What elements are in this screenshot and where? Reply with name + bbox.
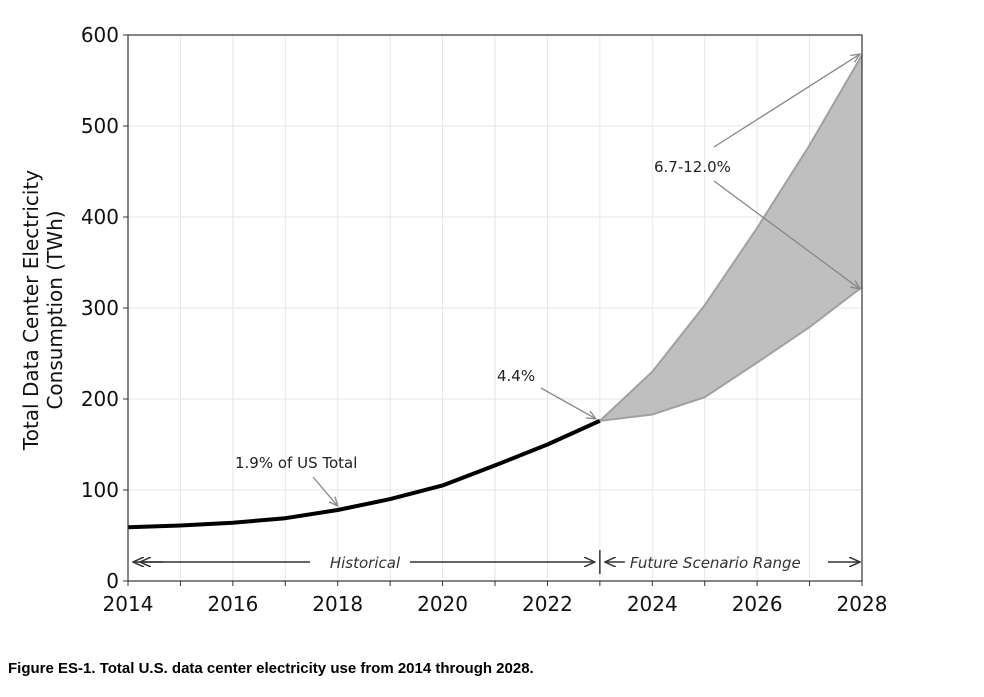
y-axis-label-line: Total Data Center Electricity: [19, 170, 43, 451]
annotation-label: 6.7-12.0%: [654, 158, 731, 176]
annotation-arrow: [312, 476, 338, 506]
annotation-label: 1.9% of US Total: [235, 454, 357, 472]
x-tick-label: 2014: [103, 592, 154, 616]
x-tick-label: 2026: [732, 592, 783, 616]
x-tick-label: 2016: [207, 592, 258, 616]
x-tick-label: 2024: [627, 592, 678, 616]
y-tick-label: 100: [81, 478, 119, 502]
x-tick-label: 2020: [417, 592, 468, 616]
y-tick-label: 0: [106, 569, 119, 593]
data-marks: [127, 54, 863, 530]
historical-line: [127, 419, 601, 530]
y-tick-label: 600: [81, 23, 119, 47]
scenario-upper-line: [599, 54, 863, 422]
scenario-lower-line: [599, 286, 863, 422]
figure-caption: Figure ES-1. Total U.S. data center elec…: [8, 660, 534, 677]
historical-label: Historical: [330, 554, 401, 572]
annotation-arrow: [540, 387, 596, 419]
future-label: Future Scenario Range: [630, 554, 801, 572]
y-axis-label: Total Data Center ElectricityConsumption…: [19, 170, 67, 451]
annotations: Historical Future Scenario Range 1.9% of U…: [133, 54, 860, 574]
y-tick-label: 300: [81, 296, 119, 320]
annotation-arrow: [713, 180, 860, 289]
axes: 2014 2016 2018 2020 2022 2024 2026 2028 0 100 200 3…: [19, 23, 887, 616]
x-tick-label: 2022: [522, 592, 573, 616]
y-tick-label: 200: [81, 387, 119, 411]
x-tick-label: 2028: [837, 592, 888, 616]
y-axis-label-line: Consumption (TWh): [43, 210, 67, 409]
y-tick-label: 400: [81, 205, 119, 229]
scenario-range-band: [599, 55, 862, 421]
annotation-arrow: [713, 54, 860, 148]
x-tick-label: 2018: [312, 592, 363, 616]
y-tick-label: 500: [81, 114, 119, 138]
chart: 2014 2016 2018 2020 2022 2024 2026 2028 0 100 200 3…: [19, 23, 887, 616]
annotation-label: 4.4%: [497, 367, 535, 385]
